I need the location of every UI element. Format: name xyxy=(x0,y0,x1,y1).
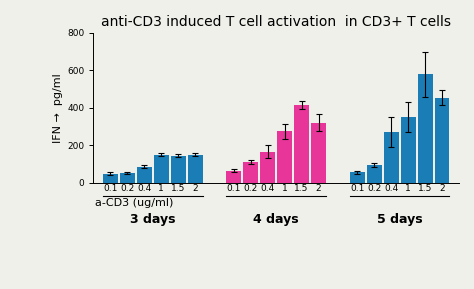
Bar xyxy=(418,74,433,183)
Title: anti-CD3 induced T cell activation  in CD3+ T cells: anti-CD3 induced T cell activation in CD… xyxy=(101,15,451,29)
Text: 3 days: 3 days xyxy=(130,213,175,226)
Bar xyxy=(120,173,135,183)
Text: 5 days: 5 days xyxy=(377,213,422,226)
Bar xyxy=(188,155,203,183)
Bar xyxy=(311,123,326,183)
Bar xyxy=(103,174,118,183)
Bar xyxy=(350,173,365,183)
Bar xyxy=(383,132,399,183)
Bar xyxy=(367,165,382,183)
Bar xyxy=(401,117,416,183)
Y-axis label: IFN →  pg/ml: IFN → pg/ml xyxy=(53,73,63,143)
Bar xyxy=(243,162,258,183)
Bar xyxy=(435,97,449,183)
Text: 4 days: 4 days xyxy=(254,213,299,226)
Bar xyxy=(260,152,275,183)
Text: a-CD3 (ug/ml): a-CD3 (ug/ml) xyxy=(95,198,173,208)
Bar xyxy=(171,156,186,183)
Bar xyxy=(154,155,169,183)
Bar xyxy=(277,131,292,183)
Bar xyxy=(137,167,152,183)
Bar xyxy=(226,171,241,183)
Bar xyxy=(294,105,309,183)
